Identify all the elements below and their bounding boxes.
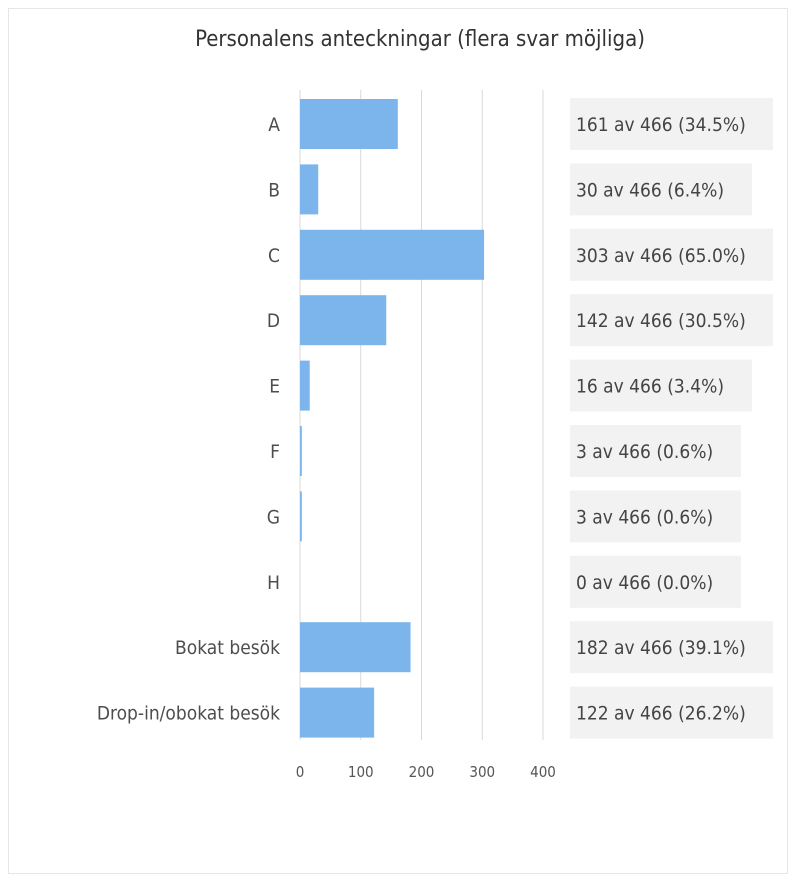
- bar: [300, 164, 319, 215]
- value-label: 3 av 466 (0.6%): [576, 441, 713, 463]
- x-tick-label: 0: [296, 763, 305, 781]
- value-label-background: [570, 359, 752, 412]
- category-label: A: [268, 114, 280, 136]
- chart-title: Personalens anteckningar (flera svar möj…: [195, 27, 645, 52]
- bar: [300, 99, 398, 149]
- value-label: 182 av 466 (39.1%): [576, 637, 746, 659]
- bar: [300, 295, 387, 346]
- value-label: 3 av 466 (0.6%): [576, 506, 713, 528]
- bar: [300, 426, 302, 476]
- value-labels: 161 av 466 (34.5%) 30 av 466 (6.4%) 303 av…: [570, 98, 773, 739]
- value-label-background: [570, 294, 773, 347]
- bars: [300, 99, 485, 738]
- value-label-background: [570, 163, 752, 216]
- bar: [300, 622, 411, 673]
- value-label: 122 av 466 (26.2%): [576, 703, 746, 725]
- category-labels: A B C D E F G H Bokat besök Drop-in/obokat besök: [97, 114, 280, 725]
- x-axis-ticks: 0 100 200 300 400: [296, 763, 556, 781]
- category-label: H: [267, 572, 280, 594]
- value-label-background: [570, 686, 773, 739]
- x-tick-label: 200: [409, 763, 435, 781]
- value-label: 16 av 466 (3.4%): [576, 376, 724, 398]
- x-tick-label: 300: [469, 763, 495, 781]
- category-label: B: [268, 179, 280, 201]
- bar: [300, 687, 375, 738]
- value-label-background: [570, 425, 741, 477]
- bar: [300, 229, 485, 280]
- x-tick-label: 100: [348, 763, 374, 781]
- value-label-background: [570, 228, 773, 281]
- value-label-background: [570, 98, 773, 150]
- value-label: 303 av 466 (65.0%): [576, 245, 746, 267]
- value-label: 142 av 466 (30.5%): [576, 310, 746, 332]
- category-label: C: [268, 245, 280, 267]
- value-label: 30 av 466 (6.4%): [576, 179, 724, 201]
- bar: [300, 360, 310, 411]
- category-label: F: [270, 441, 280, 463]
- value-label: 0 av 466 (0.0%): [576, 572, 713, 594]
- value-label-background: [570, 621, 773, 674]
- category-label: E: [269, 376, 280, 398]
- bar: [300, 491, 302, 542]
- x-tick-label: 400: [530, 763, 556, 781]
- value-label-background: [570, 490, 741, 543]
- category-label: G: [267, 506, 280, 528]
- category-label: Drop-in/obokat besök: [97, 703, 280, 725]
- value-label-background: [570, 555, 741, 608]
- category-label: D: [267, 310, 280, 332]
- value-label: 161 av 466 (34.5%): [576, 114, 746, 136]
- category-label: Bokat besök: [175, 637, 280, 659]
